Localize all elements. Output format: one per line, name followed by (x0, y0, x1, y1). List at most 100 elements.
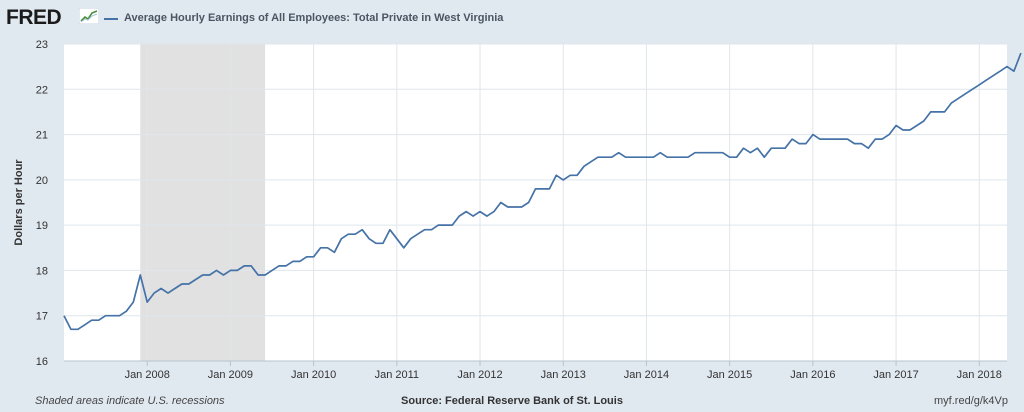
data-point (902, 129, 904, 131)
data-point (63, 315, 65, 317)
data-point (326, 247, 328, 249)
data-point (361, 229, 363, 231)
series-line (63, 52, 1022, 331)
data-point (950, 102, 952, 104)
data-point (555, 174, 557, 176)
y-tick-label: 21 (36, 130, 48, 142)
data-point (916, 124, 918, 126)
short-link[interactable]: myf.red/g/k4Vp (934, 395, 1008, 407)
x-tick-label: Jan 2015 (707, 369, 752, 381)
data-point (375, 242, 377, 244)
data-point (222, 274, 224, 276)
legend-label[interactable]: Average Hourly Earnings of All Employees… (124, 12, 504, 24)
data-point (888, 133, 890, 135)
data-point (514, 206, 516, 208)
data-point (687, 156, 689, 158)
data-point (347, 233, 349, 235)
data-point (937, 111, 939, 113)
data-point (534, 188, 536, 190)
data-point (860, 142, 862, 144)
x-tick-label: Jan 2017 (873, 369, 918, 381)
data-point (1006, 65, 1008, 67)
y-tick-label: 23 (36, 39, 48, 51)
data-point (562, 179, 564, 181)
data-point (354, 233, 356, 235)
y-axis-label: Dollars per Hour (13, 159, 25, 246)
data-point (853, 142, 855, 144)
data-point (728, 156, 730, 158)
source-credit: Source: Federal Reserve Bank of St. Loui… (401, 395, 623, 407)
data-point (964, 93, 966, 95)
data-point (583, 165, 585, 167)
data-point (777, 147, 779, 149)
data-point (423, 229, 425, 231)
data-point (125, 310, 127, 312)
data-point (146, 301, 148, 303)
y-tick-label: 20 (36, 175, 48, 187)
data-point (77, 328, 79, 330)
data-point (541, 188, 543, 190)
data-point (208, 274, 210, 276)
data-point (104, 315, 106, 317)
data-point (999, 70, 1001, 72)
data-point (410, 238, 412, 240)
y-tick-label: 17 (36, 311, 48, 323)
data-point (437, 224, 439, 226)
y-tick-label: 18 (36, 265, 48, 277)
data-point (1013, 70, 1015, 72)
data-point (784, 147, 786, 149)
data-point (520, 206, 522, 208)
data-point (874, 138, 876, 140)
data-point (243, 265, 245, 267)
data-point (819, 138, 821, 140)
data-point (943, 111, 945, 113)
data-point (98, 319, 100, 321)
data-point (285, 265, 287, 267)
data-point (181, 283, 183, 285)
y-tick-label: 22 (36, 84, 48, 96)
data-point (250, 265, 252, 267)
data-point (839, 138, 841, 140)
data-point (659, 152, 661, 154)
data-point (611, 156, 613, 158)
data-point (812, 133, 814, 135)
x-tick-label: Jan 2014 (624, 369, 669, 381)
data-point (680, 156, 682, 158)
data-point (264, 274, 266, 276)
data-point (479, 210, 481, 212)
data-point (167, 292, 169, 294)
data-point (590, 161, 592, 163)
fred-logo[interactable]: FRED (6, 6, 62, 29)
data-point (867, 147, 869, 149)
data-point (791, 138, 793, 140)
chart-legend[interactable]: Average Hourly Earnings of All Employees… (104, 10, 503, 26)
x-tick-label: Jan 2010 (291, 369, 336, 381)
data-point (826, 138, 828, 140)
data-point (756, 147, 758, 149)
data-point (84, 324, 86, 326)
data-point (215, 269, 217, 271)
data-point (444, 224, 446, 226)
data-point (333, 251, 335, 253)
data-point (846, 138, 848, 140)
data-point (805, 142, 807, 144)
x-tick-label: Jan 2013 (541, 369, 586, 381)
data-point (153, 292, 155, 294)
data-point (271, 269, 273, 271)
data-point (638, 156, 640, 158)
data-point (430, 229, 432, 231)
data-point (306, 256, 308, 258)
data-point (139, 274, 141, 276)
data-point (451, 224, 453, 226)
data-point (195, 278, 197, 280)
data-point (91, 319, 93, 321)
data-point (708, 152, 710, 154)
data-point (992, 75, 994, 77)
data-point (118, 315, 120, 317)
data-point (527, 201, 529, 203)
data-point (624, 156, 626, 158)
data-point (257, 274, 259, 276)
y-tick-label: 19 (36, 220, 48, 232)
data-point (673, 156, 675, 158)
data-point (174, 287, 176, 289)
